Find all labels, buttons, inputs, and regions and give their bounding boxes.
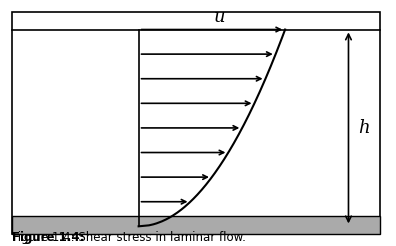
Text: Figure 1.4:: Figure 1.4: bbox=[12, 231, 84, 244]
Text: Figure 1.4: Shear stress in laminar flow.: Figure 1.4: Shear stress in laminar flow… bbox=[12, 231, 246, 244]
Text: h: h bbox=[358, 119, 370, 137]
Text: u: u bbox=[214, 8, 226, 26]
Bar bbox=[12, 216, 380, 234]
